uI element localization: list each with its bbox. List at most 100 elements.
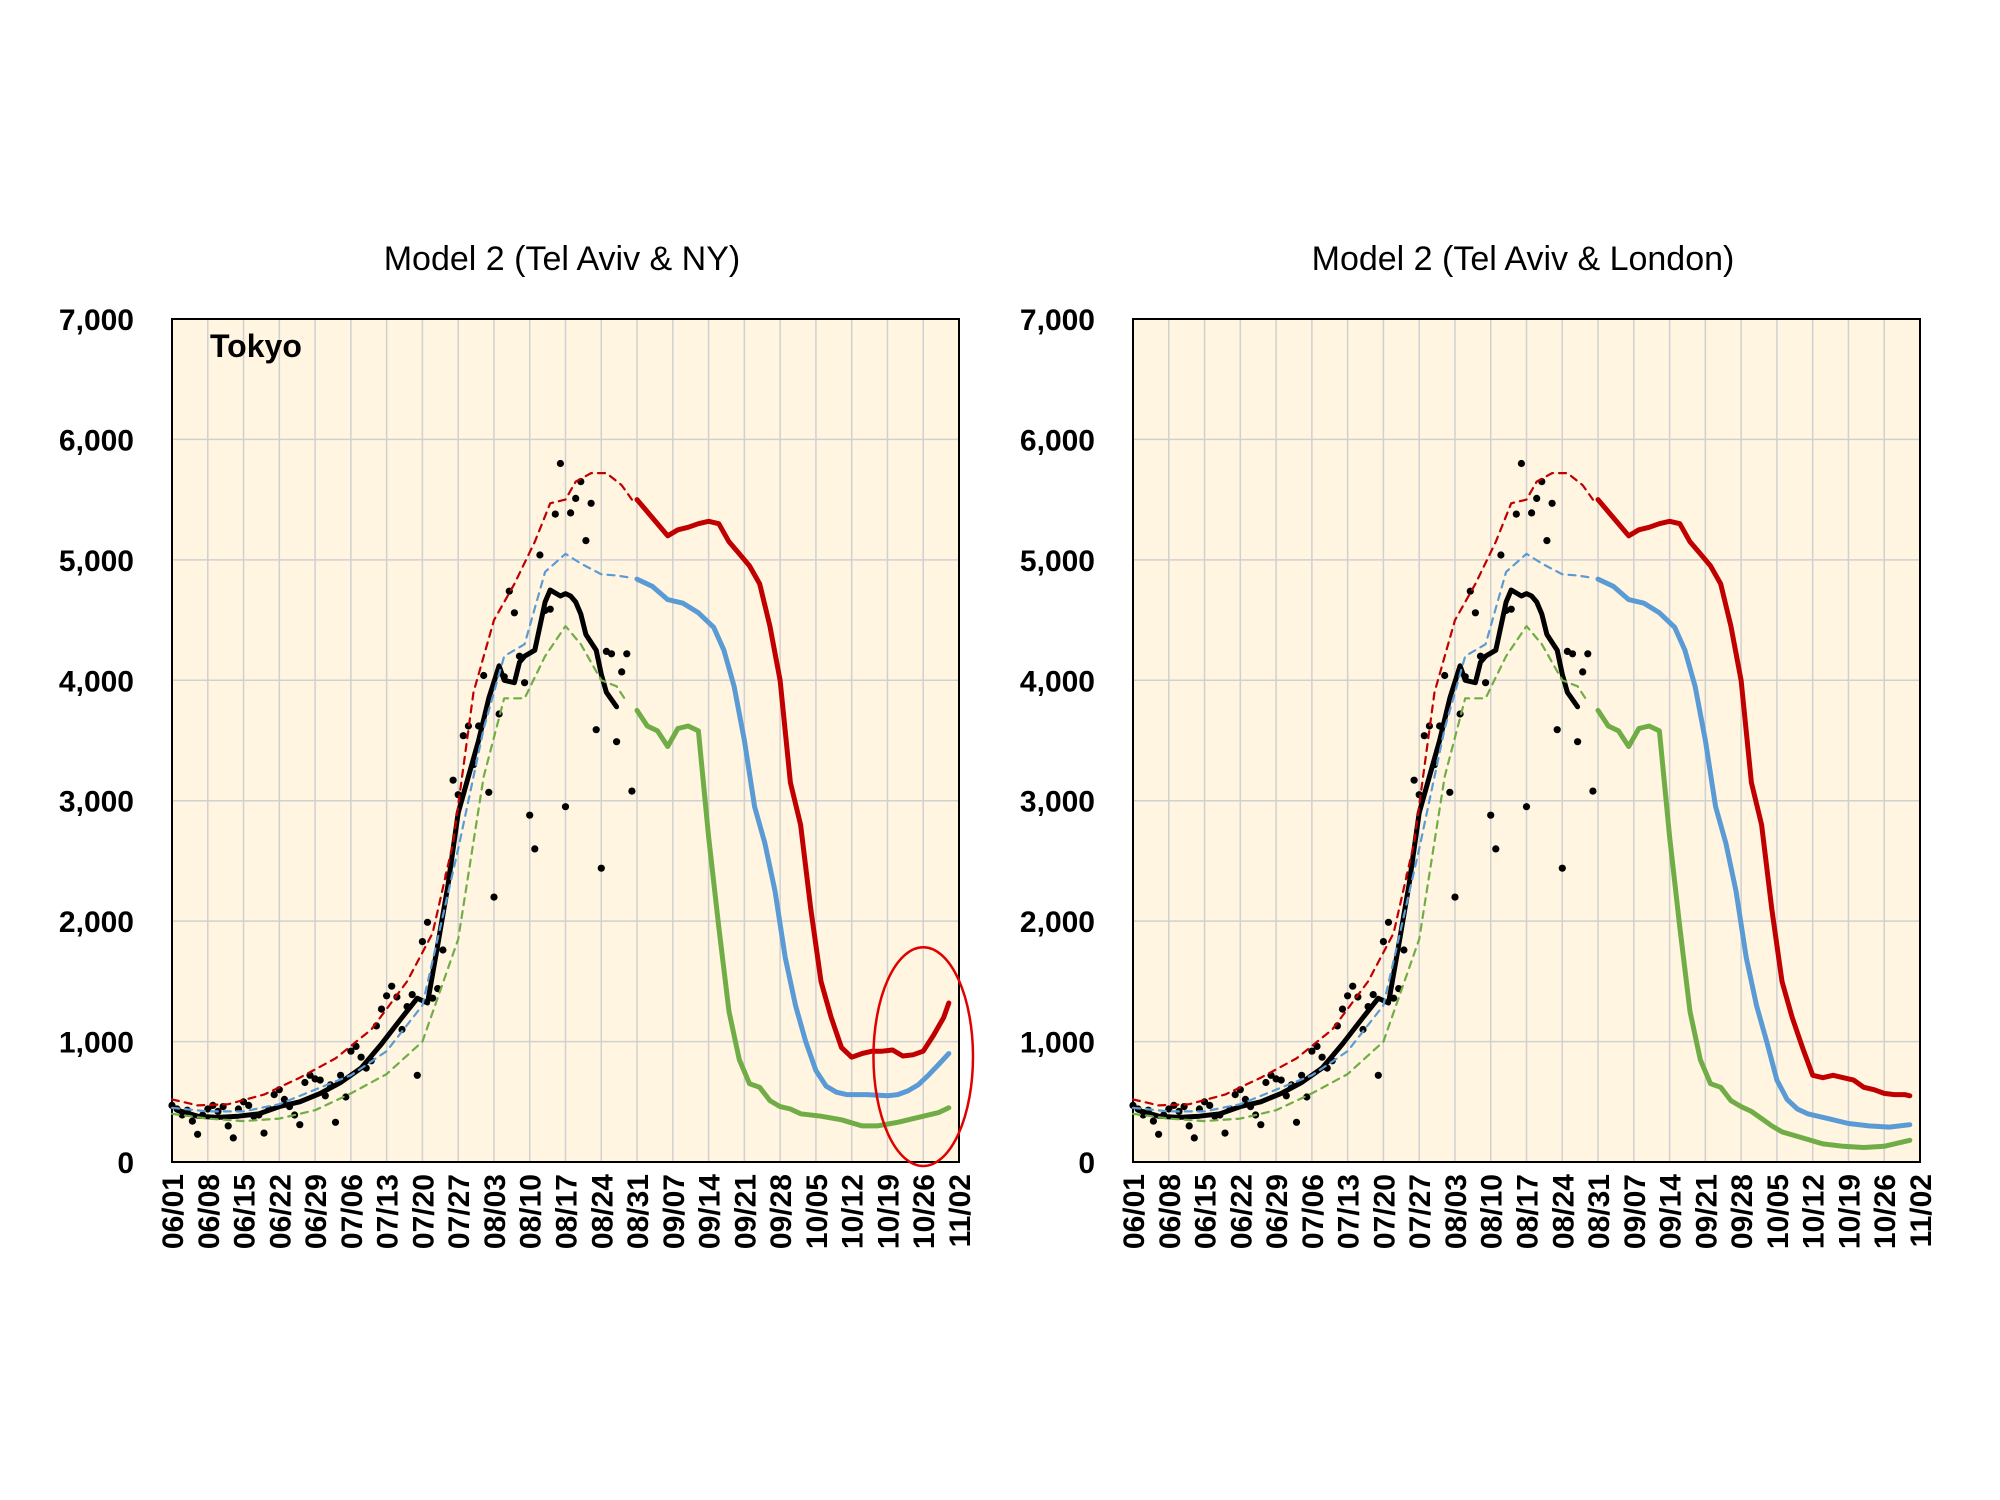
- data-point: [582, 537, 590, 545]
- data-point: [1533, 494, 1541, 502]
- data-point: [1548, 499, 1556, 507]
- data-point: [449, 776, 457, 784]
- highlight-ellipse: [872, 946, 975, 1168]
- data-point: [469, 761, 478, 769]
- y-tick-label: 0: [1078, 1147, 1095, 1180]
- x-tick-label: 07/20: [407, 1174, 440, 1249]
- x-tick-label: 06/29: [1261, 1174, 1294, 1249]
- x-tick-label: 06/15: [1190, 1174, 1223, 1249]
- data-point: [1262, 1078, 1270, 1087]
- data-point: [342, 1093, 350, 1101]
- data-point: [1528, 509, 1536, 517]
- data-point: [1400, 946, 1408, 954]
- data-point: [556, 459, 565, 468]
- x-tick-label: 10/12: [1798, 1174, 1831, 1249]
- chart-panel-london: 0 1,000 2,000 3,000 4,000 5,000 6,000 7,000 06/0…: [1020, 240, 1938, 1249]
- x-tick-label: 06/15: [229, 1174, 262, 1249]
- data-point: [475, 722, 483, 730]
- data-point: [607, 650, 616, 658]
- y-axis: 0 1,000 2,000 3,000 4,000 5,000 6,000 7,000: [1020, 304, 1095, 1180]
- data-point: [337, 1071, 345, 1079]
- projection-upper-solid-line: [1595, 497, 1913, 1099]
- data-point: [485, 788, 493, 796]
- data-point: [383, 992, 391, 1000]
- x-tick-label: 10/19: [872, 1174, 905, 1249]
- data-point: [1282, 1092, 1290, 1100]
- data-point: [1482, 679, 1490, 687]
- data-point: [1241, 1095, 1249, 1103]
- x-tick-label: 08/24: [1547, 1174, 1580, 1249]
- projection-central-dashed-line: [170, 552, 633, 1113]
- daily-observed-points: [168, 459, 636, 1142]
- x-tick-label: 08/03: [479, 1174, 512, 1249]
- data-point: [1344, 992, 1352, 1000]
- y-axis: 0 1,000 2,000 3,000 4,000 5,000 6,000 7,000: [59, 304, 134, 1180]
- y-tick-label: 4,000: [1020, 665, 1095, 698]
- x-tick-label: 07/27: [1404, 1174, 1437, 1249]
- data-point: [531, 845, 539, 853]
- data-point: [423, 918, 432, 926]
- x-tick-label: 11/02: [1905, 1174, 1938, 1247]
- data-point: [418, 938, 426, 946]
- y-tick-label: 5,000: [59, 545, 134, 578]
- y-tick-label: 2,000: [1020, 906, 1095, 939]
- data-point: [1492, 845, 1500, 853]
- plot-border: [171, 318, 960, 1163]
- data-point: [1298, 1071, 1306, 1079]
- projection-upper-dashed-line: [170, 472, 633, 1107]
- x-tick-label: 06/08: [193, 1174, 226, 1249]
- x-tick-label: 09/21: [729, 1174, 762, 1249]
- y-tick-label: 7,000: [1020, 304, 1095, 337]
- data-point: [1190, 1134, 1198, 1142]
- data-point: [1461, 673, 1469, 681]
- data-point: [1584, 650, 1592, 658]
- data-point: [490, 893, 498, 901]
- chart-panel-ny: 0 1,000 2,000 3,000 4,000 5,000 6,000 7,000 06/0…: [59, 240, 977, 1249]
- x-tick-label: 09/14: [1655, 1174, 1688, 1249]
- data-point: [592, 726, 600, 734]
- data-point: [1221, 1129, 1229, 1137]
- data-point: [245, 1101, 253, 1109]
- x-tick-label: 10/12: [837, 1174, 870, 1249]
- data-point: [1231, 1091, 1239, 1099]
- data-point: [204, 1105, 212, 1113]
- x-tick-label: 10/19: [1833, 1174, 1866, 1249]
- projection-lower-solid-line: [1595, 707, 1913, 1150]
- projection-central-solid-line: [1595, 576, 1913, 1130]
- x-tick-label: 06/22: [264, 1174, 297, 1249]
- data-point: [270, 1091, 278, 1099]
- data-point: [1379, 938, 1387, 946]
- data-point: [587, 499, 595, 507]
- x-tick-label: 09/21: [1690, 1174, 1723, 1249]
- x-tick-label: 06/08: [1154, 1174, 1187, 1249]
- x-axis: 06/01 06/08 06/15 06/22 06/29 07/06 07/13 07/20…: [157, 1174, 977, 1249]
- x-tick-label: 10/26: [1869, 1174, 1902, 1249]
- data-point: [388, 982, 396, 990]
- data-point: [429, 994, 437, 1002]
- data-point: [1277, 1076, 1285, 1084]
- data-point: [628, 787, 636, 795]
- data-point: [1354, 993, 1362, 1001]
- data-point: [316, 1076, 324, 1084]
- data-point: [1543, 537, 1551, 545]
- data-point: [321, 1092, 329, 1100]
- x-tick-label: 07/13: [1333, 1174, 1366, 1249]
- data-point: [1410, 776, 1418, 784]
- data-point: [178, 1111, 186, 1119]
- y-tick-label: 3,000: [1020, 786, 1095, 819]
- data-point: [1369, 991, 1377, 999]
- data-point: [1155, 1130, 1163, 1138]
- data-point: [1139, 1111, 1147, 1119]
- x-tick-label: 09/28: [765, 1174, 798, 1249]
- data-point: [613, 738, 621, 746]
- x-tick-label: 08/31: [622, 1174, 655, 1249]
- x-tick-label: 07/13: [372, 1174, 405, 1249]
- data-point: [597, 864, 605, 872]
- data-point: [260, 1129, 268, 1137]
- data-point: [301, 1078, 309, 1087]
- data-point: [1384, 918, 1393, 926]
- y-tick-label: 7,000: [59, 304, 134, 337]
- observed-7day-average-solid-line: [174, 587, 620, 1120]
- x-tick-label: 08/24: [586, 1174, 619, 1249]
- data-point: [1517, 459, 1525, 468]
